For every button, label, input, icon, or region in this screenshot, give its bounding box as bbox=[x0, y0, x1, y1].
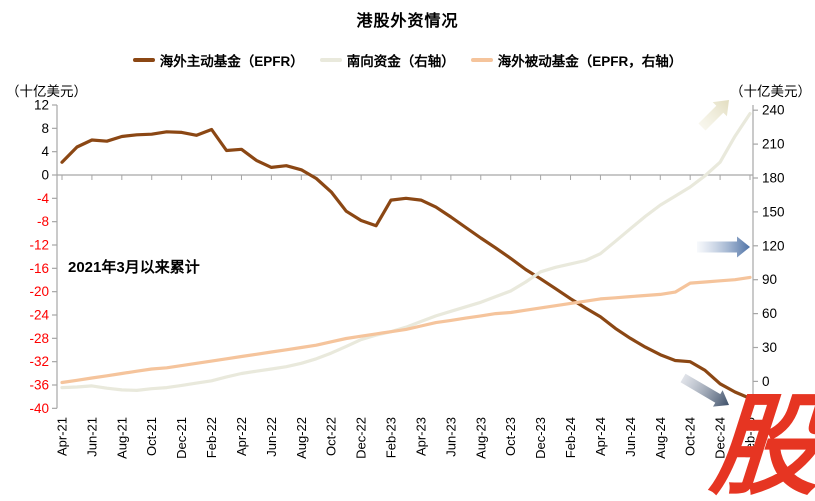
series-line-right bbox=[60, 275, 752, 385]
left-tick-label: 4 bbox=[41, 144, 49, 159]
x-tick-label: Feb-24 bbox=[563, 417, 578, 458]
legend-label: 海外被动基金（EPFR，右轴） bbox=[497, 54, 683, 69]
left-tick-label: -12 bbox=[29, 237, 49, 252]
right-tick-label: 60 bbox=[762, 306, 777, 321]
left-tick-label: 8 bbox=[41, 121, 49, 136]
x-tick-label: Feb-23 bbox=[384, 417, 399, 458]
left-tick-label: 12 bbox=[34, 98, 49, 113]
left-tick-label: -32 bbox=[29, 354, 49, 369]
plot-area: 12 8 4 0 -4 -8 -12 -16 -20 -24 -28 -32 -36 -40 240 210 1… bbox=[29, 98, 784, 459]
x-tick-label: Oct-21 bbox=[144, 417, 159, 456]
passive-funds-line-swatch-icon bbox=[470, 58, 493, 62]
x-tick-label: Dec-23 bbox=[533, 417, 548, 459]
right-tick-label: 90 bbox=[762, 272, 777, 287]
right-tick-label: 150 bbox=[762, 204, 785, 219]
x-tick-label: Jun-24 bbox=[623, 417, 638, 457]
left-tick-label: -20 bbox=[29, 284, 49, 299]
x-tick-label: Aug-24 bbox=[653, 417, 668, 459]
x-tick-label: Oct-23 bbox=[503, 417, 518, 456]
legend-label: 南向资金（右轴） bbox=[346, 54, 455, 69]
legend-item-southbound: 南向资金（右轴） bbox=[319, 50, 455, 70]
x-tick-label: Apr-24 bbox=[593, 417, 608, 456]
left-tick-label: -16 bbox=[29, 261, 49, 276]
legend-item-active-funds: 海外主动基金（EPFR） bbox=[132, 50, 304, 70]
x-tick-label: Apr-23 bbox=[413, 417, 428, 456]
x-tick-label: Aug-21 bbox=[114, 417, 129, 459]
x-tick-label: Oct-24 bbox=[683, 417, 698, 456]
left-tick-label: -8 bbox=[37, 214, 49, 229]
left-tick-label: -28 bbox=[29, 331, 49, 346]
legend: 海外主动基金（EPFR） 南向资金（右轴） 海外被动基金（EPFR，右轴） bbox=[0, 50, 815, 70]
right-axis-unit: （十亿美元） bbox=[730, 84, 811, 99]
x-tick-label: Feb-25 bbox=[743, 417, 758, 458]
right-tick-label: 240 bbox=[762, 103, 785, 118]
chart-title: 港股外资情况 bbox=[356, 13, 459, 30]
series-line-left bbox=[60, 127, 752, 400]
left-tick-label: -36 bbox=[29, 377, 49, 392]
left-tick-label: -40 bbox=[29, 401, 49, 416]
x-tick-label: Oct-22 bbox=[324, 417, 339, 456]
left-tick-label: 0 bbox=[41, 168, 49, 183]
active-funds-line-swatch-icon bbox=[132, 58, 155, 62]
right-tick-label: 30 bbox=[762, 340, 777, 355]
x-tick-label: Apr-22 bbox=[234, 417, 249, 456]
right-tick-label: 180 bbox=[762, 171, 785, 186]
x-tick-label: Dec-21 bbox=[174, 417, 189, 459]
legend-label: 海外主动基金（EPFR） bbox=[159, 54, 304, 69]
x-tick-label: Jun-22 bbox=[264, 417, 279, 457]
right-tick-label: 0 bbox=[762, 374, 770, 389]
x-tick-label: Jun-23 bbox=[443, 417, 458, 457]
x-tick-label: Apr-21 bbox=[55, 417, 70, 456]
x-tick-label: Jun-21 bbox=[84, 417, 99, 457]
annotation-cumulative-since-mar-2021: 2021年3月以来累计 bbox=[68, 259, 200, 276]
southbound-line-swatch-icon bbox=[319, 58, 342, 62]
legend-item-passive-funds: 海外被动基金（EPFR，右轴） bbox=[470, 50, 683, 70]
decline-down-arrow-icon bbox=[680, 373, 729, 407]
surge-up-arrow-icon bbox=[698, 100, 729, 131]
x-tick-label: Aug-22 bbox=[294, 417, 309, 459]
x-tick-label: Feb-22 bbox=[204, 417, 219, 458]
series-line-right bbox=[60, 112, 752, 392]
left-tick-label: -4 bbox=[37, 191, 49, 206]
x-tick-label: Aug-23 bbox=[473, 417, 488, 459]
left-tick-label: -24 bbox=[29, 307, 49, 322]
x-tick-label: Dec-22 bbox=[354, 417, 369, 459]
right-tick-label: 210 bbox=[762, 137, 785, 152]
left-axis-unit: （十亿美元） bbox=[6, 84, 87, 99]
right-tick-label: 120 bbox=[762, 238, 785, 253]
x-tick-label: Dec-24 bbox=[713, 417, 728, 459]
level-right-arrow-icon bbox=[697, 236, 750, 258]
